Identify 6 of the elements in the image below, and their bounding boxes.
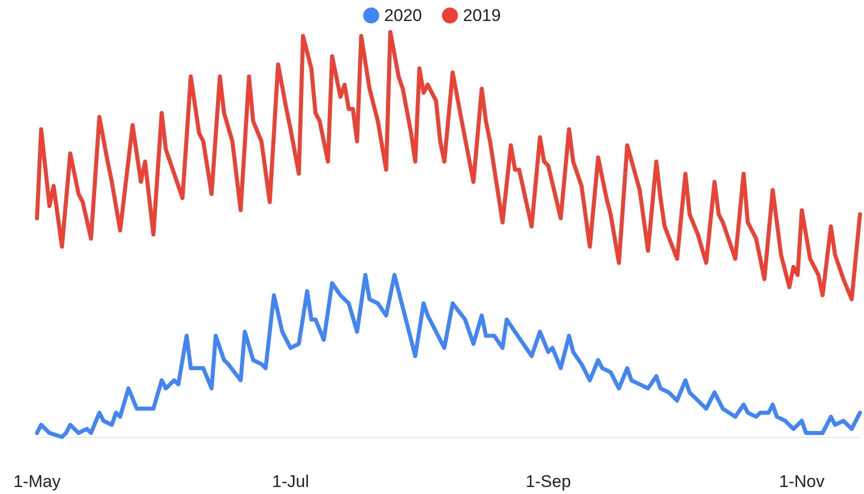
x-tick-label: 1-Nov — [779, 472, 825, 491]
legend-label: 2019 — [463, 6, 501, 25]
x-tick-label: 1-Jul — [272, 472, 309, 491]
x-tick-label: 1-May — [13, 472, 62, 491]
x-tick-label: 1-Sep — [526, 472, 571, 491]
legend-label: 2020 — [384, 6, 422, 25]
